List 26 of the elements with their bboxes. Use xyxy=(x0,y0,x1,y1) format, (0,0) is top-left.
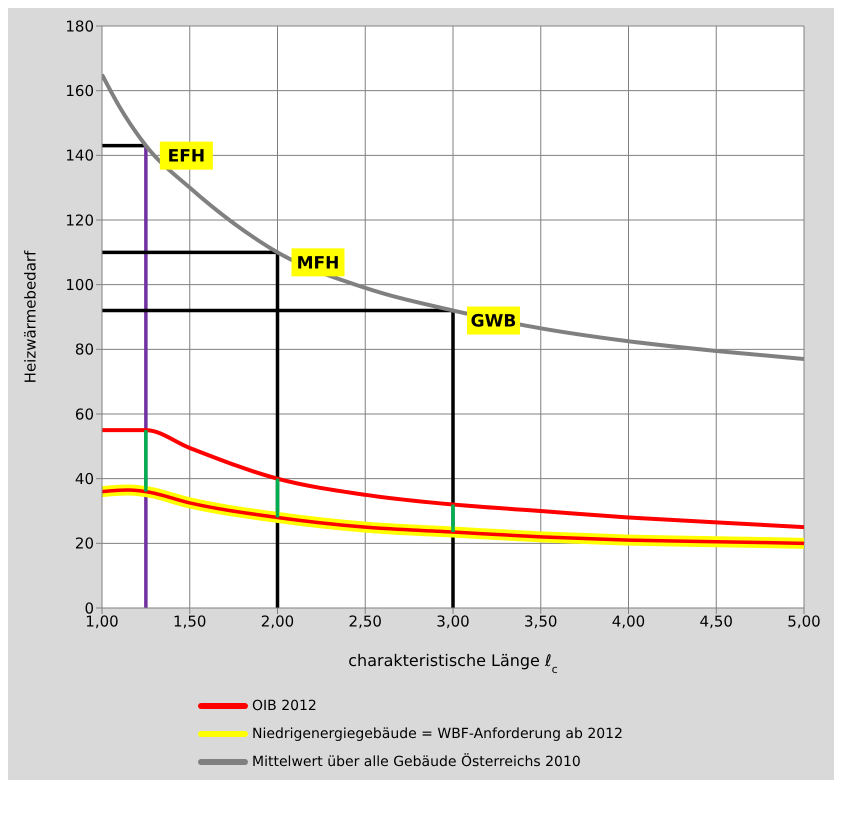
annotation: MFH xyxy=(296,253,340,274)
y-axis-title: Heizwärmebedarf xyxy=(21,250,40,384)
y-tick-label: 180 xyxy=(65,17,94,36)
y-tick-label: 100 xyxy=(65,276,94,294)
y-tick-label: 40 xyxy=(74,470,94,488)
annotation: GWB xyxy=(470,312,516,332)
y-tick-label: 80 xyxy=(74,340,94,359)
x-tick-label: 2,00 xyxy=(260,612,294,631)
x-tick-label: 3,50 xyxy=(524,612,558,631)
x-tick-label: 5,00 xyxy=(787,612,821,631)
y-tick-label: 20 xyxy=(74,534,94,553)
x-tick-label: 2,50 xyxy=(348,612,382,631)
legend-label: Mittelwert über alle Gebäude Österreichs 2010 xyxy=(252,754,581,770)
y-tick-label: 120 xyxy=(65,211,94,230)
legend-label: OIB 2012 xyxy=(252,698,317,714)
y-tick-label: 60 xyxy=(74,405,94,424)
legend-label: Niedrigenergiegebäude = WBF-Anforderung ab 2012 xyxy=(252,726,623,742)
x-axis-title: charakteristische Länge ℓ$_{c}$ xyxy=(348,651,558,676)
x-tick-label: 4,50 xyxy=(700,612,733,631)
x-tick-label: 4,00 xyxy=(612,612,646,631)
x-tick-label: 1,00 xyxy=(85,612,119,631)
y-tick-label: 140 xyxy=(65,146,94,165)
y-tick-label: 160 xyxy=(65,82,94,100)
x-tick-label: 1,50 xyxy=(173,612,206,631)
annotation: EFH xyxy=(168,146,206,167)
x-tick-label: 3,00 xyxy=(436,612,470,631)
